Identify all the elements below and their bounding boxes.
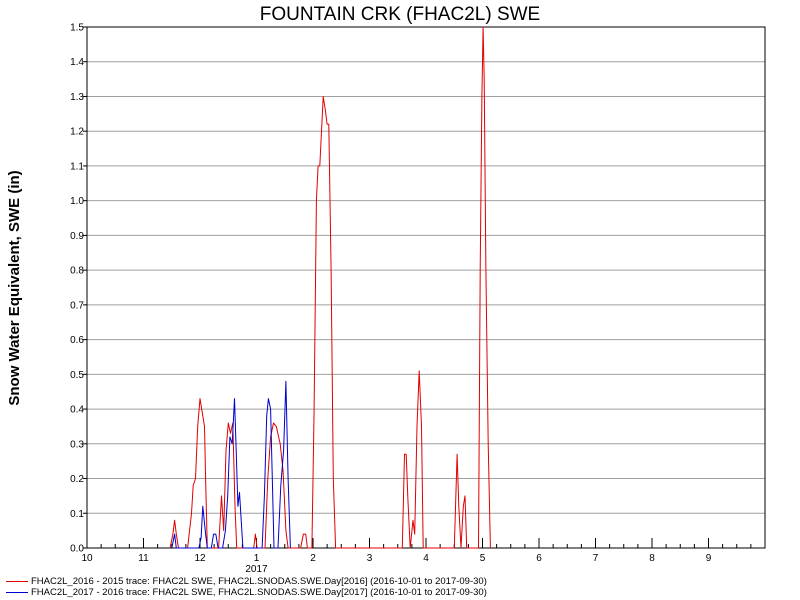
y-tick-label: 1.4 [70, 57, 84, 68]
x-tick-label: 11 [138, 553, 149, 564]
y-tick-label: 1.0 [70, 196, 84, 207]
legend-swatch-2016 [6, 581, 28, 582]
x-tick-label: 8 [649, 553, 655, 564]
x-tick-label: 5 [480, 553, 486, 564]
y-tick-label: 1.3 [70, 92, 84, 103]
y-tick-label: 0.8 [70, 266, 84, 277]
series-line-2017 [171, 380, 291, 549]
x-tick-label: 1 [254, 553, 260, 564]
plot-frame [86, 26, 766, 549]
series-line-2016 [169, 26, 491, 549]
legend-swatch-2017 [6, 592, 28, 593]
y-tick-label: 0.2 [70, 474, 84, 485]
y-axis-label: Snow Water Equivalent, SWE (in) [6, 170, 23, 405]
legend-item-2016: FHAC2L_2016 - 2015 trace: FHAC2L SWE, FH… [6, 576, 487, 587]
y-tick-label: 0.6 [70, 335, 84, 346]
x-tick-label: 12 [194, 553, 206, 564]
y-tick-label: 1.5 [70, 23, 84, 34]
grid [87, 61, 765, 514]
legend-label-2017: FHAC2L_2017 - 2016 trace: FHAC2L SWE, FH… [31, 587, 487, 598]
y-tick-label: 1.1 [70, 161, 84, 172]
legend-label-2016: FHAC2L_2016 - 2015 trace: FHAC2L SWE, FH… [31, 576, 487, 587]
x-tick-label: 2 [310, 553, 316, 564]
y-tick-label: 0.3 [70, 439, 84, 450]
legend-item-2017: FHAC2L_2017 - 2016 trace: FHAC2L SWE, FH… [6, 587, 487, 598]
y-tick-label: 0.4 [70, 405, 84, 416]
x-tick-label: 6 [536, 553, 542, 564]
y-tick-label: 0.5 [70, 370, 84, 381]
y-tick-label: 1.2 [70, 127, 84, 138]
y-tick-label: 0.1 [70, 509, 84, 520]
x-year-label: 2017 [245, 564, 268, 575]
x-tick-label: 7 [593, 553, 599, 564]
x-tick-label: 3 [367, 553, 373, 564]
y-tick-label: 0.9 [70, 231, 84, 242]
x-tick-label: 4 [423, 553, 429, 564]
y-tick-label: 0.0 [70, 544, 84, 555]
y-ticks: 0.0 0.1 0.2 0.3 0.4 0.5 0.6 0.7 0.8 0.9 1.0 1.1 1.2 1… [70, 23, 87, 555]
chart-title: FOUNTAIN CRK (FHAC2L) SWE [260, 4, 540, 25]
x-tick-label: 9 [706, 553, 712, 564]
y-tick-label: 0.7 [70, 300, 84, 311]
series-group [169, 26, 491, 549]
x-tick-label: 10 [81, 553, 93, 564]
